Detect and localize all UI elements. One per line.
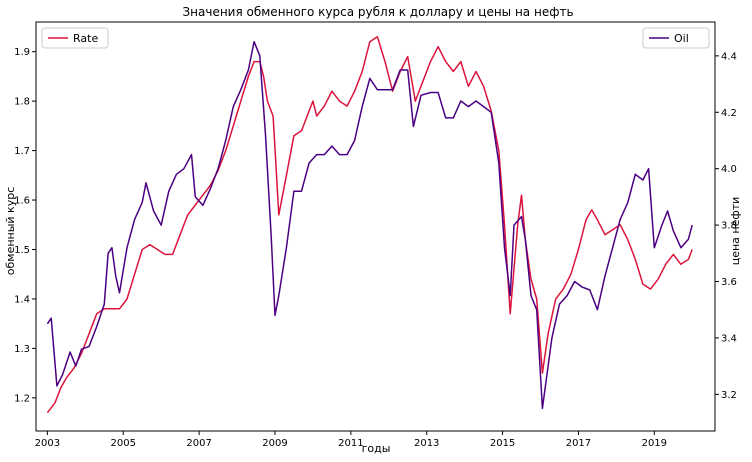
x-tick-label: 2003 [35,438,60,449]
y-right-tick-label: 3.8 [721,221,737,232]
y-axis-right-label: цена нефти [729,197,742,266]
y-left-tick-label: 1.5 [14,245,30,256]
y-left-tick-label: 1.6 [14,196,30,207]
legend-label: Rate [73,32,98,45]
y-right-tick-label: 4.4 [721,51,737,62]
y-right-tick-label: 3.2 [721,390,737,401]
y-right-tick-label: 4.2 [721,108,737,119]
plot-area: 2003 2005 2007 2009 2011 2013 2015 2017 2019 1.2 1… [14,21,737,449]
x-tick-label: 2011 [338,438,363,449]
series-line-rate [46,36,693,414]
y-right-tick-label: 4.0 [721,164,737,175]
y-left-tick-label: 1.8 [14,97,30,108]
y-left-tick-label: 1.4 [14,294,30,305]
y-axis-left-label: обменный курс [4,187,17,275]
x-tick-label: 2005 [111,438,136,449]
legend-label: Oil [674,32,689,45]
legend-box [41,27,109,49]
legend-box [642,27,710,49]
y-right-tick-label: 3.4 [721,333,737,344]
legend-oil: Oil [642,27,710,49]
y-right-tick-label: 3.6 [721,277,737,288]
y-left-tick-label: 1.3 [14,344,30,355]
y-left-tick-label: 1.2 [14,393,30,404]
x-tick-label: 2009 [262,438,287,449]
x-tick-label: 2019 [642,438,667,449]
x-axis-label: годы [362,442,391,455]
series-line-oil [46,40,693,410]
y-left-tick-label: 1.7 [14,146,30,157]
legend-rate: Rate [41,27,109,49]
x-tick-label: 2013 [414,438,439,449]
chart-title: Значения обменного курса рубля к доллару… [182,5,573,19]
y-left-tick-label: 1.9 [14,47,30,58]
x-tick-label: 2015 [490,438,515,449]
x-tick-label: 2007 [186,438,211,449]
plot-frame [35,21,716,432]
x-tick-label: 2017 [566,438,591,449]
